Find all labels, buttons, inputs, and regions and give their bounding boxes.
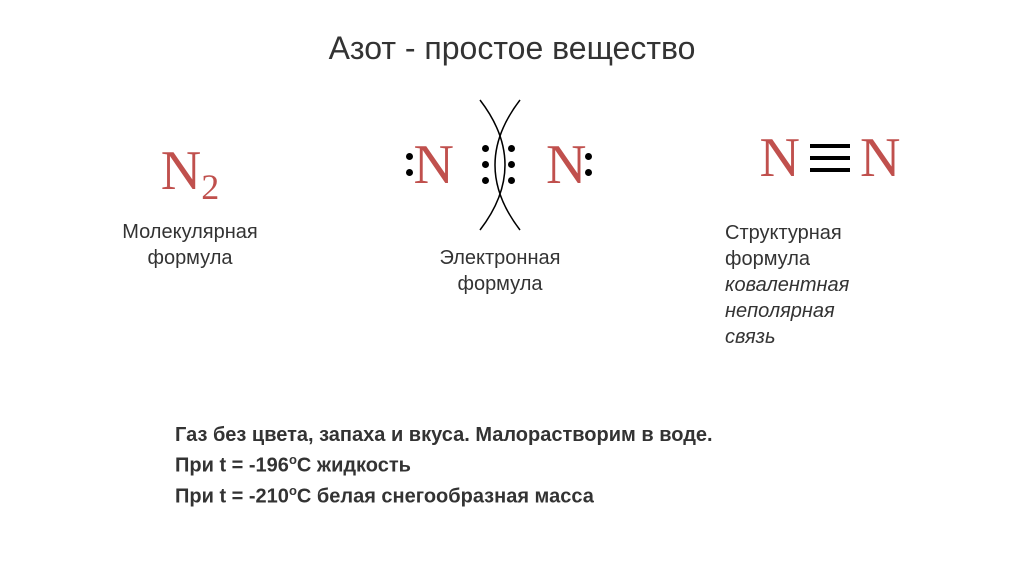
electronic-symbol-right: N bbox=[546, 137, 586, 193]
structural-block: N N Структурная формула ковалентная непо… bbox=[705, 115, 955, 350]
molecular-subscript: 2 bbox=[201, 167, 219, 207]
footer-l3-suffix: С белая снегообразная масса bbox=[297, 485, 594, 507]
electronic-formula: N N bbox=[390, 115, 610, 215]
structural-caption-l1: Структурная bbox=[725, 222, 842, 244]
dot bbox=[482, 177, 489, 184]
footer-l3-prefix: При t = -210 bbox=[175, 485, 289, 507]
dot bbox=[406, 169, 413, 176]
structural-symbol-right: N bbox=[860, 130, 900, 186]
footer-l2-prefix: При t = -196 bbox=[175, 455, 289, 477]
lens-overlap-icon bbox=[445, 95, 555, 235]
electronic-caption-l2: формула bbox=[457, 273, 542, 295]
dot bbox=[482, 145, 489, 152]
molecular-caption-l2: формула bbox=[147, 247, 232, 269]
electronic-block: N N Электронная формула bbox=[390, 115, 610, 297]
page-title: Азот - простое вещество bbox=[0, 30, 1024, 67]
footer-line3: При t = -210оС белая снегообразная масса bbox=[175, 481, 713, 512]
molecular-block: N2 Молекулярная формула bbox=[90, 115, 290, 271]
footer-text: Газ без цвета, запаха и вкуса. Малораств… bbox=[175, 420, 713, 511]
structural-formula: N N bbox=[705, 115, 955, 200]
dot bbox=[585, 153, 592, 160]
degree-sup: о bbox=[289, 483, 297, 498]
degree-sup: о bbox=[289, 452, 297, 467]
molecular-symbol: N bbox=[161, 140, 201, 202]
structural-caption: Структурная формула ковалентная неполярн… bbox=[705, 220, 955, 350]
molecular-formula: N2 bbox=[90, 115, 290, 199]
dot bbox=[508, 145, 515, 152]
dot bbox=[406, 153, 413, 160]
structural-caption-l5: связь bbox=[725, 326, 776, 348]
footer-l2-suffix: С жидкость bbox=[297, 455, 411, 477]
electronic-caption: Электронная формула bbox=[390, 245, 610, 297]
electronic-caption-l1: Электронная bbox=[440, 247, 561, 269]
electronic-symbol-left: N bbox=[414, 137, 454, 193]
footer-line1: Газ без цвета, запаха и вкуса. Малораств… bbox=[175, 420, 713, 450]
dot bbox=[508, 161, 515, 168]
structural-caption-l2: формула bbox=[725, 248, 810, 270]
molecular-caption: Молекулярная формула bbox=[90, 219, 290, 271]
structural-symbol-left: N bbox=[760, 130, 800, 186]
structural-caption-l3: ковалентная bbox=[725, 274, 849, 296]
dot bbox=[585, 169, 592, 176]
dot bbox=[482, 161, 489, 168]
molecular-caption-l1: Молекулярная bbox=[122, 221, 258, 243]
dot bbox=[508, 177, 515, 184]
footer-line2: При t = -196оС жидкость bbox=[175, 450, 713, 481]
structural-caption-l4: неполярная bbox=[725, 300, 835, 322]
